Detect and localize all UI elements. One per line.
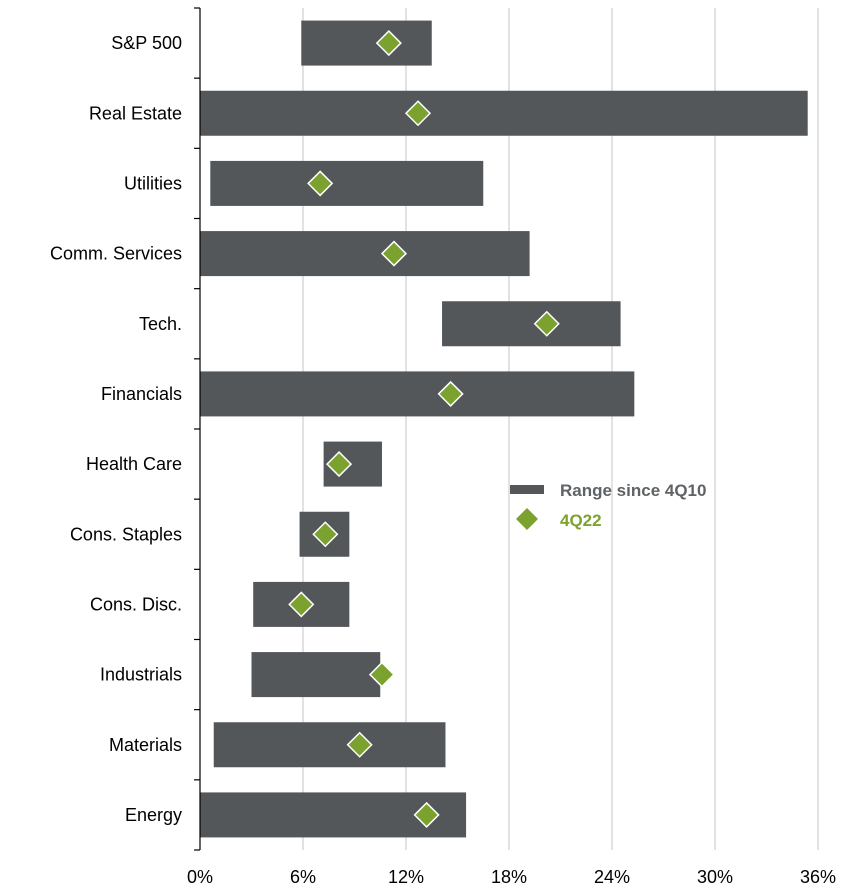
marker-4q22	[533, 310, 560, 337]
range-bar	[210, 160, 484, 206]
legend-range-label: Range since 4Q10	[560, 481, 706, 500]
x-tick-label: 24%	[594, 867, 630, 887]
marker-4q22	[312, 521, 339, 548]
range-bars	[200, 20, 808, 838]
marker-4q22	[288, 591, 315, 618]
x-tick-label: 0%	[187, 867, 213, 887]
legend-marker-swatch	[516, 508, 538, 530]
category-label: Energy	[125, 805, 182, 825]
x-tick-label: 30%	[697, 867, 733, 887]
range-bar	[301, 20, 432, 66]
range-bar	[200, 371, 635, 417]
marker-4q22	[413, 801, 440, 828]
category-label: Health Care	[86, 454, 182, 474]
range-bar	[251, 652, 381, 698]
category-label: S&P 500	[111, 33, 182, 53]
category-label: Cons. Disc.	[90, 594, 182, 614]
y-axis	[194, 7, 201, 851]
marker-4q22	[404, 100, 432, 127]
category-labels: S&P 500 Real Estate Utilities Comm. Service…	[50, 33, 182, 825]
x-tick-labels: 0% 6% 12% 18% 24% 30% 36%	[187, 867, 836, 887]
marker-4q22	[307, 170, 334, 197]
gridlines	[302, 8, 819, 850]
x-tick-label: 12%	[388, 867, 424, 887]
x-tick-label: 18%	[491, 867, 527, 887]
x-tick-label: 36%	[800, 867, 836, 887]
category-label: Comm. Services	[50, 244, 182, 264]
range-bar	[200, 90, 808, 136]
marker-4q22	[368, 661, 396, 688]
marker-4q22	[380, 240, 408, 267]
legend-range-swatch	[510, 485, 544, 494]
category-label: Industrials	[100, 665, 182, 685]
range-bar	[213, 722, 446, 768]
marker-4q22	[375, 30, 402, 57]
category-label: Tech.	[139, 314, 182, 334]
category-label: Materials	[109, 735, 182, 755]
category-label: Real Estate	[89, 103, 182, 123]
category-label: Financials	[101, 384, 182, 404]
marker-4q22	[346, 731, 373, 758]
marker-4q22	[325, 451, 353, 478]
4q22-markers	[288, 30, 560, 828]
category-label: Utilities	[124, 173, 182, 193]
legend-marker-label: 4Q22	[560, 511, 602, 530]
x-tick-label: 6%	[290, 867, 316, 887]
range-bar	[442, 301, 621, 347]
category-label: Cons. Staples	[70, 524, 182, 544]
legend: Range since 4Q10 4Q22	[510, 481, 706, 530]
marker-4q22	[437, 380, 464, 407]
range-bar	[200, 231, 530, 277]
